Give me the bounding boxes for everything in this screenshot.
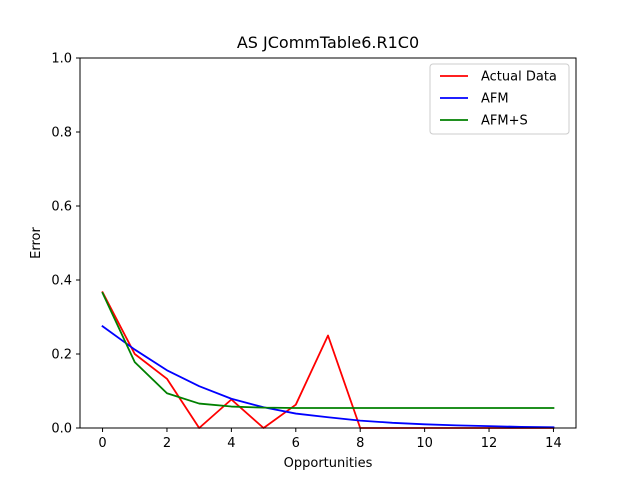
y-tick-label: 1.0 xyxy=(51,52,72,67)
legend-label: Actual Data xyxy=(481,70,557,85)
y-tick-label: 0.4 xyxy=(51,274,72,289)
series-line-afm xyxy=(101,324,555,429)
legend-box xyxy=(429,63,570,135)
x-tick-label: 8 xyxy=(356,436,364,451)
x-tick-label: 2 xyxy=(163,436,171,451)
x-axis-label: Opportunities xyxy=(284,456,373,471)
y-tick-label: 0.2 xyxy=(51,348,72,363)
x-tick-label: 12 xyxy=(481,436,498,451)
y-axis-label: Error xyxy=(29,227,44,259)
legend-label: AFM xyxy=(481,92,509,107)
x-tick-label: 14 xyxy=(545,436,562,451)
legend: Actual Data AFM AFM+S xyxy=(429,63,570,135)
x-tick-label: 4 xyxy=(227,436,235,451)
y-tick-label: 0.6 xyxy=(51,200,72,215)
series-line-afm-s xyxy=(101,291,555,409)
y-axis: 0.0 0.2 0.4 0.6 0.8 1.0 xyxy=(51,52,80,437)
y-tick-label: 0.8 xyxy=(51,126,72,141)
x-tick-label: 6 xyxy=(292,436,300,451)
legend-label: AFM+S xyxy=(481,114,528,129)
x-tick-label: 0 xyxy=(98,436,106,451)
x-axis: 0 2 4 6 8 10 12 14 xyxy=(98,428,562,451)
x-tick-label: 10 xyxy=(416,436,433,451)
plot-frame xyxy=(79,57,577,429)
y-tick-label: 0.0 xyxy=(51,422,72,437)
chart-title: AS JCommTable6.R1C0 xyxy=(237,33,419,52)
